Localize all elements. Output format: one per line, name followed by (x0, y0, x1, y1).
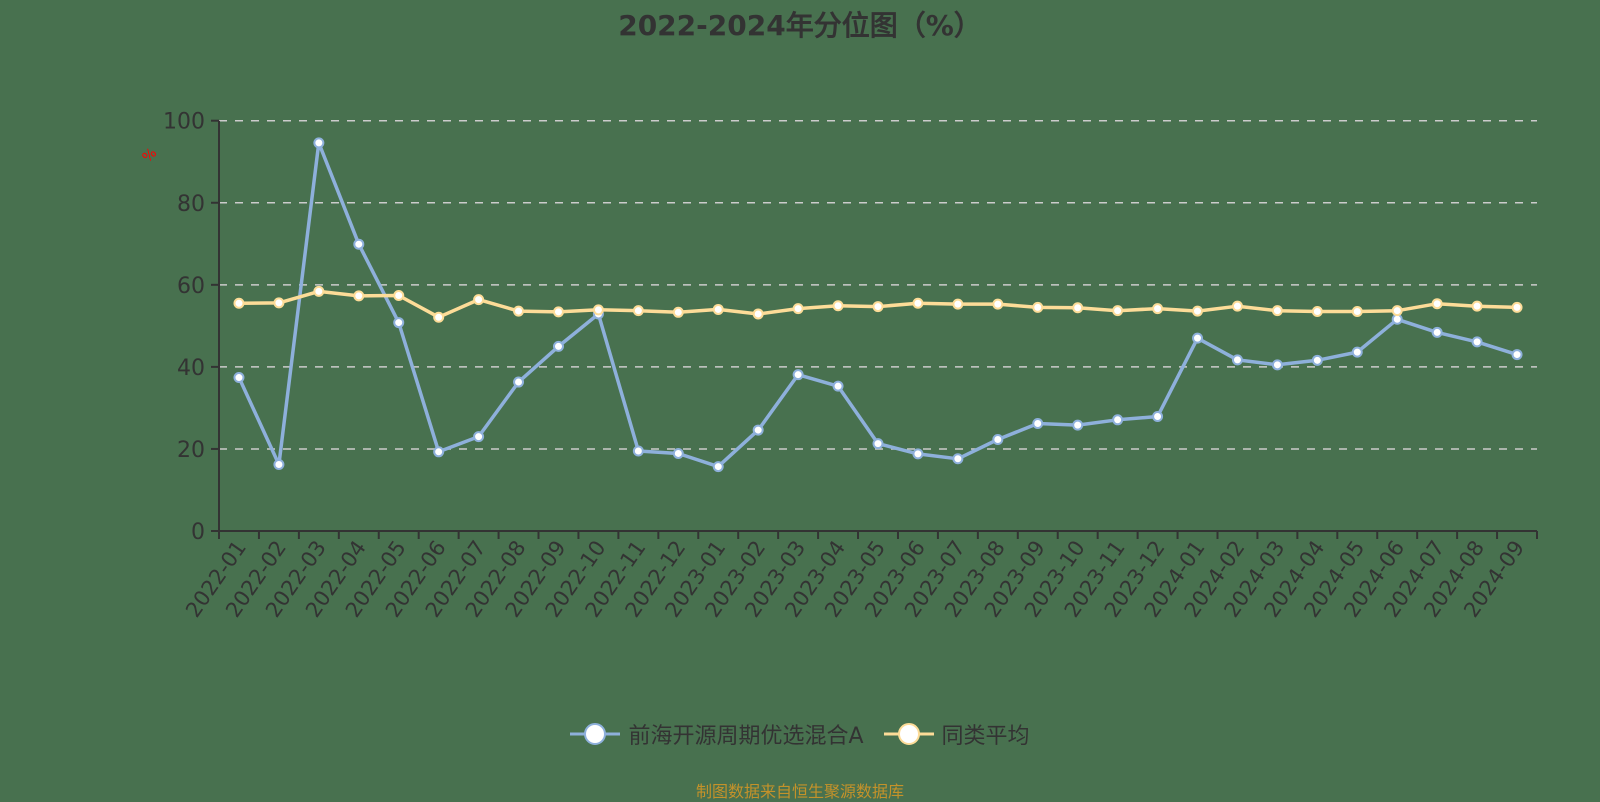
data-point (233, 297, 245, 309)
y-tick-label: 20 (177, 438, 205, 463)
data-point (632, 445, 644, 457)
y-tick-label: 40 (177, 356, 205, 381)
legend-item-fund[interactable]: 前海开源周期优选混合A (570, 718, 864, 750)
data-point (1311, 354, 1323, 366)
data-point (992, 298, 1004, 310)
data-point (1192, 332, 1204, 344)
data-point (1072, 419, 1084, 431)
legend-label-fund: 前海开源周期优选混合A (628, 724, 864, 749)
data-point (1511, 301, 1523, 313)
data-point (1112, 414, 1124, 426)
legend-marker-icon (570, 723, 621, 745)
data-point (752, 308, 764, 320)
data-point (792, 303, 804, 315)
data-point (433, 311, 445, 323)
data-point (353, 290, 365, 302)
data-point (1511, 349, 1523, 361)
data-point (632, 305, 644, 317)
data-point (273, 297, 285, 309)
legend-item-peer-average[interactable]: 同类平均 (883, 718, 1030, 750)
data-point (832, 380, 844, 392)
data-point (1351, 305, 1363, 317)
data-point (513, 376, 525, 388)
data-point (353, 238, 365, 250)
data-point (1231, 300, 1243, 312)
data-point (1152, 303, 1164, 315)
data-point (1152, 411, 1164, 423)
data-point (433, 446, 445, 458)
data-point (592, 304, 604, 316)
data-point (313, 285, 325, 297)
data-point (473, 431, 485, 443)
data-point (1471, 336, 1483, 348)
legend-marker-icon (883, 723, 934, 745)
data-point (552, 306, 564, 318)
data-point (1311, 305, 1323, 317)
data-point (1431, 326, 1443, 338)
y-tick-label: 80 (177, 192, 205, 217)
x-axis: 2022-012022-022022-032022-042022-052022-… (181, 530, 1538, 622)
chart-title: 2022-2024年分位图（%） (618, 9, 982, 42)
data-point (872, 301, 884, 313)
data-point (313, 137, 325, 149)
data-point (672, 447, 684, 459)
gridlines (219, 119, 1537, 450)
y-unit-label: % (140, 145, 161, 166)
data-point (1072, 302, 1084, 314)
data-point (473, 294, 485, 306)
data-point (552, 340, 564, 352)
data-point (393, 317, 405, 329)
data-point (752, 424, 764, 436)
data-point (712, 461, 724, 473)
series-0 (233, 137, 1523, 473)
data-point (1351, 346, 1363, 358)
y-tick-label: 60 (177, 274, 205, 299)
data-point (1231, 354, 1243, 366)
data-point (1112, 305, 1124, 317)
data-point (912, 448, 924, 460)
data-point (792, 369, 804, 381)
source-note: 制图数据来自恒生聚源数据库 (695, 782, 904, 801)
data-point (1271, 305, 1283, 317)
series-1 (233, 285, 1523, 323)
y-axis: 0 20 40 60 80 100 (163, 110, 220, 545)
legend: 前海开源周期优选混合A 同类平均 (0, 718, 1600, 750)
data-point (1431, 298, 1443, 310)
data-point (712, 303, 724, 315)
data-point (1471, 300, 1483, 312)
data-point (1391, 305, 1403, 317)
series-lines (233, 137, 1523, 473)
data-point (992, 434, 1004, 446)
legend-label-peer-average: 同类平均 (941, 724, 1030, 749)
data-point (832, 300, 844, 312)
y-tick-label: 100 (163, 110, 205, 135)
data-point (672, 306, 684, 318)
data-point (1032, 418, 1044, 430)
data-point (1271, 359, 1283, 371)
data-point (872, 438, 884, 450)
data-point (912, 297, 924, 309)
data-point (273, 459, 285, 471)
data-point (393, 289, 405, 301)
data-point (952, 453, 964, 465)
data-point (1192, 305, 1204, 317)
data-point (233, 372, 245, 384)
data-point (952, 298, 964, 310)
data-point (513, 305, 525, 317)
y-tick-label: 0 (191, 520, 205, 545)
data-point (1032, 301, 1044, 313)
